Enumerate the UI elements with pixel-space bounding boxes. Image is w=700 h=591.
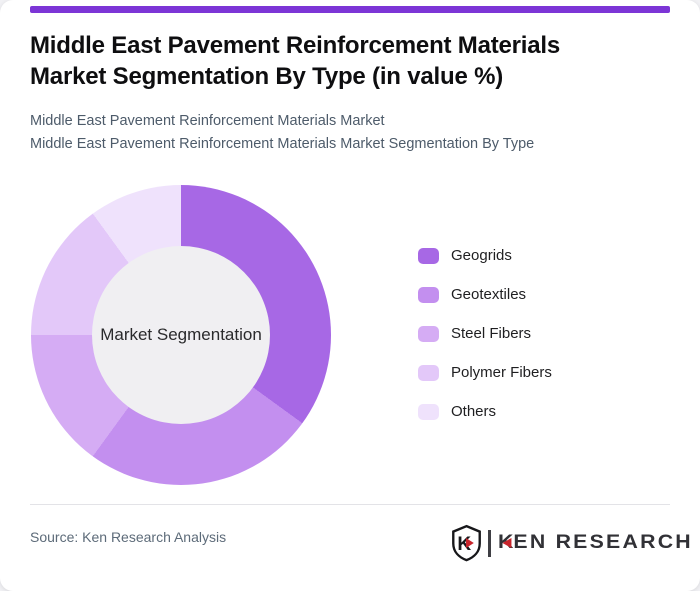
subtitle-line2: Middle East Pavement Reinforcement Mater… <box>30 136 535 152</box>
brand-text: K EN RESEARCH <box>498 532 693 554</box>
legend-label: Polymer Fibers <box>451 364 552 381</box>
page-title-line1: Middle East Pavement Reinforcement Mater… <box>30 32 561 59</box>
legend-item[interactable]: Geogrids <box>418 247 552 264</box>
legend-label: Others <box>451 403 497 420</box>
legend-swatch <box>418 403 439 420</box>
donut-center-label: Market Segmentation <box>100 325 262 344</box>
legend-label: Geogrids <box>451 247 512 264</box>
brand-arrow-icon <box>502 538 512 548</box>
legend-item[interactable]: Steel Fibers <box>418 325 552 342</box>
logo-separator <box>487 529 491 557</box>
legend-swatch <box>418 247 439 264</box>
legend-swatch <box>418 325 439 342</box>
chart-legend: Geogrids Geotextiles Steel Fibers Polymer F… <box>418 247 552 420</box>
page-title: Middle East Pavement Reinforcement Mater… <box>30 30 560 92</box>
legend-item[interactable]: Others <box>418 403 552 420</box>
footer-divider <box>30 504 670 505</box>
shield-letter: K <box>457 534 471 555</box>
brand-rest: EN RESEARCH <box>513 532 693 553</box>
donut-chart[interactable]: Market Segmentation <box>31 185 331 485</box>
top-accent-bar <box>30 6 670 13</box>
ken-research-logo: K K EN RESEARCH <box>451 523 691 563</box>
subtitle-line1: Middle East Pavement Reinforcement Mater… <box>30 113 385 129</box>
legend-item[interactable]: Geotextiles <box>418 286 552 303</box>
legend-label: Steel Fibers <box>451 325 532 342</box>
legend-swatch <box>418 364 439 381</box>
donut-hole: Market Segmentation <box>92 246 270 424</box>
legend-label: Geotextiles <box>451 286 527 303</box>
shield-icon: K <box>452 524 481 562</box>
shield-arrow-icon <box>465 537 474 549</box>
legend-swatch <box>418 286 439 303</box>
page-title-line2: Market Segmentation By Type (in value %) <box>30 63 503 90</box>
subtitle: Middle East Pavement Reinforcement Mater… <box>30 110 534 156</box>
source-text: Source: Ken Research Analysis <box>30 529 227 545</box>
legend-item[interactable]: Polymer Fibers <box>418 364 552 381</box>
